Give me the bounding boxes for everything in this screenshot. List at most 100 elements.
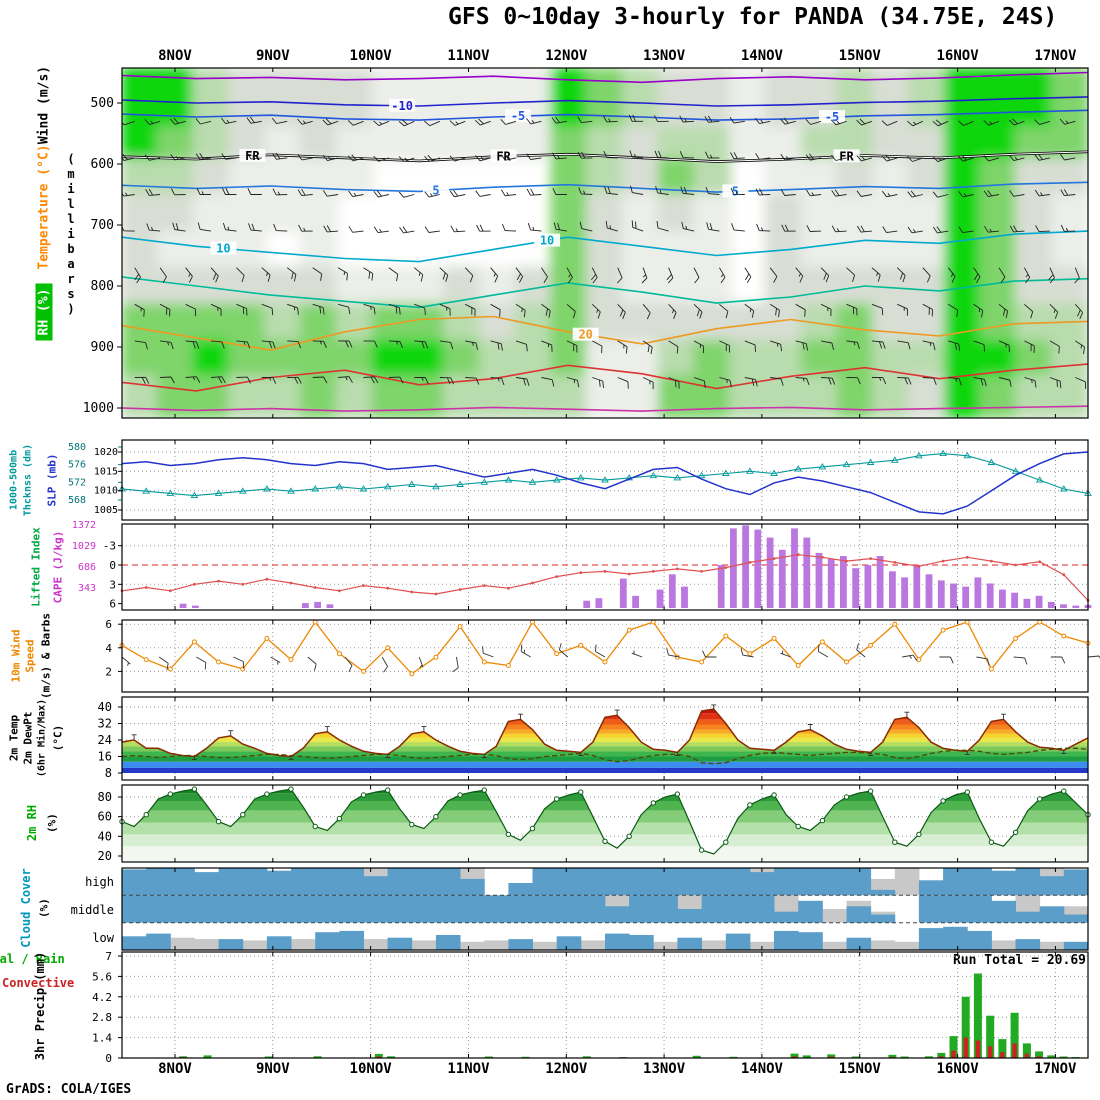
page-title: GFS 0~10day 3-hourly for PANDA (34.75E, … [448,4,1058,30]
li-tick: -3 [103,540,116,553]
cape-tick: 1029 [72,541,96,552]
precip-tick: 1.4 [92,1032,112,1045]
cloud-blue-bar [291,895,316,923]
contour-label: -5 [511,109,525,123]
cloud-blue-bar [218,868,244,896]
panel-precip: 0 1.4 2.8 4.2 5.6 7 [92,950,1089,1065]
cloud-blue-bar [653,868,678,896]
x-axis-label-top: 10NOV [350,48,393,64]
contour-label: 20 [578,328,592,342]
cloud-blue-bar [725,933,751,950]
contour-label: FR [496,149,511,163]
x-axis-label-bottom: 9NOV [256,1061,290,1077]
cloud-blue-bar [991,870,1016,896]
x-axis-label-top: 17NOV [1034,48,1077,64]
wind10m-tick: 2 [105,665,112,678]
cape-bar [1011,592,1018,608]
cloud-blue-bar [242,895,268,923]
cloud-blue-bar [315,932,340,950]
cloud-blue-bar [266,895,292,923]
x-axis-label-top: 14NOV [741,48,784,64]
cloud-blue-bar [1063,941,1089,950]
precip-total-bar [998,1039,1007,1058]
cape-bar [999,589,1006,608]
precip-total-bar [313,1056,322,1058]
run-total-text: Run Total = 20.69 [952,953,1086,968]
wind10m-frame [121,619,1089,693]
cloud-gray-bar [170,937,195,950]
precip-total-bar [925,1056,933,1058]
cloud-blue-bar [605,933,630,950]
cloud-blue-bar [701,895,727,923]
precip-total-bar [1035,1051,1044,1058]
x-axis-label-bottom: 8NOV [158,1061,192,1077]
cloud-blue-bar [387,868,413,896]
x-axis-label-top: 16NOV [936,48,979,64]
precip-convective-bar [988,1046,993,1058]
cape-bar [937,580,945,608]
cape-tick: 686 [78,562,96,573]
cloud-gray-bar [822,941,847,950]
li-tick: 6 [109,598,116,611]
cape-bar [876,556,884,608]
cape-tick: 343 [78,583,96,594]
cloud-blue-bar [194,895,219,923]
cape-bar [803,537,811,608]
cloud-gray-bar [460,941,485,950]
cloud-blue-bar [870,889,896,896]
cloud-gray-bar [894,868,920,896]
cloud-blue-bar [943,868,968,896]
precip-convective-bar [792,1056,797,1058]
cloud-blue-bar [943,926,968,950]
upper-wind-barbs [122,114,1087,390]
panel-slp-thickness: 568 572 576 580 1005 1010 1015 1020 [68,439,1092,521]
cloud-gray-bar [532,941,558,950]
cloud-blue-bar [967,868,992,896]
cloud-lane-label-middle: middle [70,903,114,917]
precip-total-bar [1010,1012,1019,1058]
cloud-blue-bar [749,872,775,896]
cloud-blue-bar [460,878,485,896]
cloud-blue-bar [315,868,340,896]
x-axis-label-bottom: 17NOV [1034,1061,1077,1077]
temp2m-line [121,708,1089,758]
x-axis-label-top: 9NOV [256,48,290,64]
upper-air-frame [121,67,1089,419]
x-axis-label-bottom: 16NOV [936,1061,979,1077]
x-axis-label-bottom: 15NOV [839,1061,882,1077]
slp-thickness-frame [121,439,1089,521]
dewpoint-line [121,747,1089,765]
cloud-blue-bar [846,906,872,923]
cape-bar [950,583,957,608]
cloud-blue-bar [339,895,364,923]
cape-bar [583,600,591,608]
panel-temp2m: 8 16 24 32 40 [98,696,1089,781]
cloud-blue-bar [991,900,1016,923]
contour-label: 10 [540,234,554,248]
precip-total-bar [264,1056,273,1058]
precip-total-bar [1047,1055,1056,1058]
cloud-blue-bar [532,868,558,896]
cape-bar [1060,604,1067,608]
cloud-blue-bar [291,868,316,896]
cloud-blue-bar [677,909,702,923]
cloud-blue-bar [556,868,582,896]
cloud-blue-bar [918,928,944,950]
cloud-gray-bar [991,940,1016,950]
cloud-cover-frame [121,867,1089,951]
cloud-blue-bar [701,868,727,896]
precip-convective-bar [975,1040,981,1058]
precip-total-bar [973,973,982,1058]
cloud-blue-bar [580,868,606,896]
cloud-blue-bar [435,868,461,896]
cloud-blue-bar [943,895,968,923]
cloud-blue-bar [363,895,389,923]
cloud-gray-bar [580,940,606,950]
cloud-blue-bar [556,936,582,950]
cloud-blue-bar [605,906,630,923]
cape-bar [840,556,847,608]
cloud-blue-bar [242,868,268,896]
slp-tick: 1020 [94,447,118,458]
precip-total-bar [790,1053,799,1058]
